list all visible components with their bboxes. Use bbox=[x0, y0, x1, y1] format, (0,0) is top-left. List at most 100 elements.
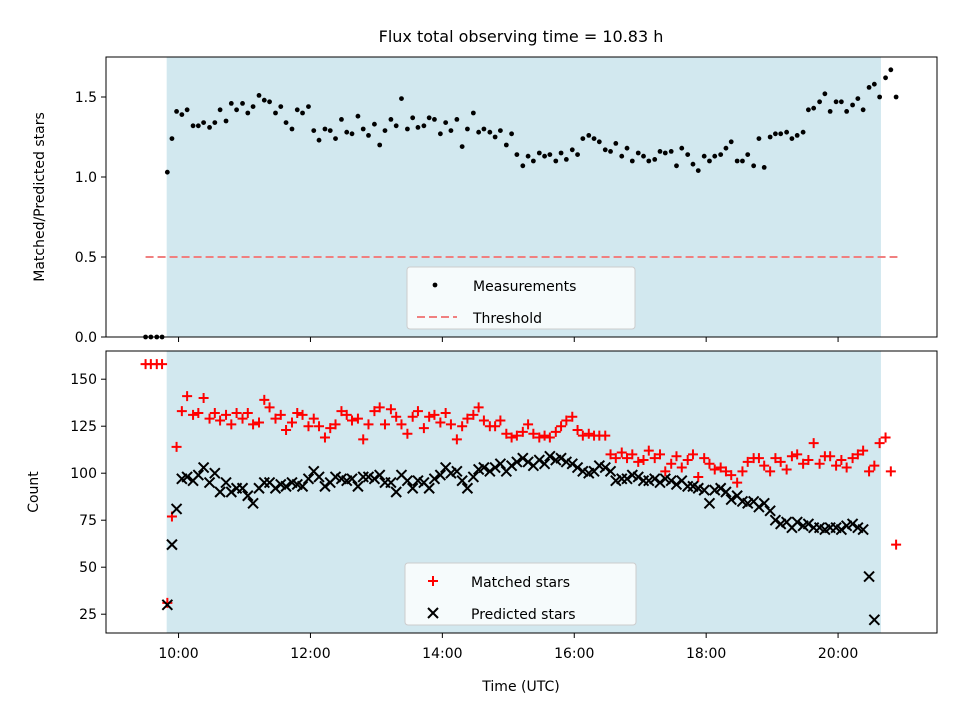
measurement-point bbox=[245, 110, 251, 116]
ratio-y-axis: 0.0 0.5 1.0 1.5 bbox=[75, 90, 106, 346]
matched-star-point bbox=[402, 428, 413, 439]
measurement-point bbox=[327, 128, 333, 134]
matched-star-point bbox=[567, 411, 578, 422]
measurement-point bbox=[169, 136, 175, 142]
measurement-point bbox=[273, 110, 278, 116]
measurement-point bbox=[641, 153, 646, 159]
matched-star-point bbox=[616, 447, 627, 458]
legend-label: Matched stars bbox=[471, 575, 570, 591]
measurement-point bbox=[311, 128, 317, 134]
predicted-star-point bbox=[242, 490, 254, 502]
matched-star-point bbox=[292, 408, 303, 419]
measurement-point bbox=[481, 126, 487, 132]
matched-star-point bbox=[605, 449, 616, 460]
matched-star-point bbox=[226, 419, 237, 430]
matched-star-point bbox=[874, 438, 885, 449]
matched-star-point bbox=[638, 455, 649, 466]
matched-star-point bbox=[374, 402, 385, 413]
matched-star-point bbox=[649, 453, 660, 464]
measurement-point bbox=[745, 152, 751, 158]
predicted-star-point bbox=[863, 570, 875, 583]
matched-star-point bbox=[242, 408, 253, 419]
matched-star-point bbox=[676, 462, 687, 473]
matched-star-point bbox=[825, 451, 836, 462]
predicted-star-point bbox=[225, 486, 238, 498]
ratio-panel: 0.0 0.5 1.0 1.5 Matched/Predicted stars Mea… bbox=[32, 56, 938, 346]
measurement-point bbox=[207, 125, 212, 130]
matched-star-point bbox=[286, 417, 297, 428]
predicted-star-point bbox=[868, 614, 881, 626]
matched-star-point bbox=[391, 411, 402, 422]
matched-star-point bbox=[176, 406, 187, 417]
matched-star-point bbox=[836, 455, 847, 466]
predicted-star-point bbox=[802, 518, 815, 530]
chart-title: Flux total observing time = 10.83 h bbox=[379, 27, 664, 46]
measurement-point bbox=[734, 158, 740, 164]
predicted-star-point bbox=[319, 480, 331, 493]
matched-star-point bbox=[737, 466, 748, 477]
matched-star-point bbox=[407, 411, 418, 422]
measurement-point bbox=[497, 128, 503, 134]
measurement-point bbox=[234, 107, 239, 113]
predicted-star-point bbox=[714, 482, 727, 494]
matched-star-point bbox=[720, 466, 731, 477]
measurement-point bbox=[888, 67, 894, 73]
predicted-star-point bbox=[846, 518, 859, 530]
matched-star-point bbox=[627, 449, 638, 460]
measurement-point bbox=[240, 101, 245, 106]
measurement-point bbox=[366, 133, 371, 138]
measurement-point bbox=[333, 136, 338, 142]
matched-star-point bbox=[352, 413, 363, 424]
x-tick-label: 12:00 bbox=[290, 646, 330, 662]
predicted-star-point bbox=[220, 476, 232, 489]
legend-swatch bbox=[432, 282, 438, 288]
measurement-point bbox=[355, 113, 361, 119]
matched-star-point bbox=[600, 430, 611, 441]
matched-star-point bbox=[209, 408, 220, 419]
measurement-point bbox=[201, 120, 207, 125]
matched-star-point bbox=[770, 453, 781, 464]
predicted-star-point bbox=[538, 458, 551, 470]
measurement-point bbox=[624, 145, 630, 151]
measurement-point bbox=[520, 163, 526, 169]
measurement-point bbox=[393, 123, 399, 129]
measurement-point bbox=[718, 152, 724, 158]
measurement-point bbox=[283, 120, 289, 125]
legend-box bbox=[406, 266, 636, 330]
legend-swatch bbox=[427, 607, 439, 619]
predicted-star-point bbox=[346, 473, 358, 485]
measurement-point bbox=[476, 129, 482, 135]
matched-star-point bbox=[347, 415, 358, 426]
measurement-point bbox=[322, 126, 328, 132]
matched-star-point bbox=[704, 458, 715, 469]
matched-star-point bbox=[858, 445, 869, 456]
measurement-point bbox=[707, 158, 712, 164]
matched-star-point bbox=[248, 419, 259, 430]
count-plot-area bbox=[141, 359, 902, 626]
matched-star-point bbox=[622, 453, 633, 464]
matched-star-point bbox=[699, 453, 710, 464]
measurement-point bbox=[174, 109, 179, 114]
y-tick-label: 75 bbox=[79, 513, 97, 529]
measurement-point bbox=[316, 137, 322, 143]
measurement-point bbox=[740, 158, 745, 164]
matched-star-point bbox=[303, 421, 314, 432]
measurement-point bbox=[382, 128, 388, 134]
matched-star-point bbox=[379, 419, 390, 430]
measurement-point bbox=[838, 99, 844, 105]
measurement-point bbox=[530, 158, 536, 164]
predicted-star-point bbox=[428, 473, 441, 485]
matched-star-point bbox=[511, 430, 522, 441]
matched-star-point bbox=[544, 432, 555, 443]
measurement-point bbox=[800, 129, 806, 135]
matched-star-point bbox=[462, 413, 473, 424]
measurement-point bbox=[822, 91, 828, 97]
measurement-point bbox=[377, 142, 383, 148]
matched-star-point bbox=[687, 449, 698, 460]
measurement-point bbox=[294, 107, 300, 113]
measurement-point bbox=[602, 147, 608, 153]
y-tick-label: 50 bbox=[79, 560, 97, 576]
matched-star-point bbox=[534, 432, 545, 443]
measurement-point bbox=[261, 97, 267, 103]
